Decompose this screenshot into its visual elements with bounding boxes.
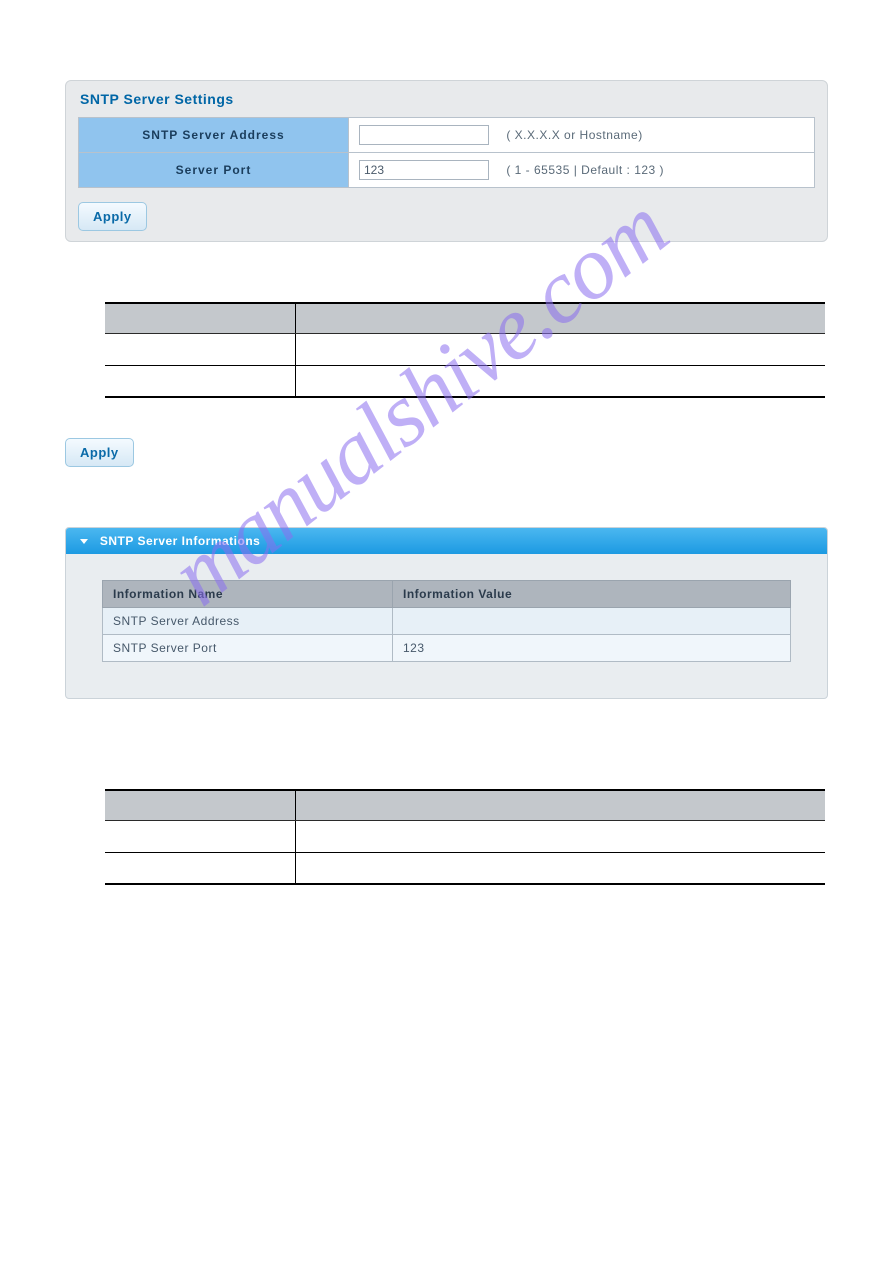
table-row: SNTP Server Address ( X.X.X.X or Hostnam… (79, 118, 815, 153)
info-column-header: Information Value (393, 581, 791, 608)
panel-title: SNTP Server Settings (66, 81, 827, 117)
info-column-header: Information Name (103, 581, 393, 608)
table-header-row (105, 303, 825, 333)
sntp-address-input[interactable] (359, 125, 489, 145)
chevron-down-icon (80, 539, 88, 544)
settings-table: SNTP Server Address ( X.X.X.X or Hostnam… (78, 117, 815, 188)
table-row (105, 365, 825, 397)
table-row (105, 333, 825, 365)
info-panel-title: SNTP Server Informations (100, 534, 261, 548)
table-row: Server Port ( 1 - 65535 | Default : 123 … (79, 153, 815, 188)
plain-table-2 (105, 789, 825, 885)
hint-text: ( X.X.X.X or Hostname) (506, 128, 642, 142)
info-value-cell: 123 (393, 635, 791, 662)
apply-button-standalone[interactable]: Apply (65, 438, 134, 467)
info-table: Information Name Information Value SNTP … (102, 580, 791, 662)
plain-table-1 (105, 302, 825, 398)
table-header-row (105, 790, 825, 820)
row-label: Server Port (79, 153, 349, 188)
info-value-cell (393, 608, 791, 635)
info-name-cell: SNTP Server Address (103, 608, 393, 635)
info-panel-header[interactable]: SNTP Server Informations (66, 528, 827, 554)
table-row (105, 852, 825, 884)
table-row (105, 820, 825, 852)
sntp-info-panel: SNTP Server Informations Information Nam… (65, 527, 828, 699)
info-name-cell: SNTP Server Port (103, 635, 393, 662)
apply-button[interactable]: Apply (78, 202, 147, 231)
hint-text: ( 1 - 65535 | Default : 123 ) (506, 163, 664, 177)
table-row: SNTP Server Address (103, 608, 791, 635)
row-label: SNTP Server Address (79, 118, 349, 153)
sntp-settings-panel: SNTP Server Settings SNTP Server Address… (65, 80, 828, 242)
table-row: SNTP Server Port 123 (103, 635, 791, 662)
server-port-input[interactable] (359, 160, 489, 180)
